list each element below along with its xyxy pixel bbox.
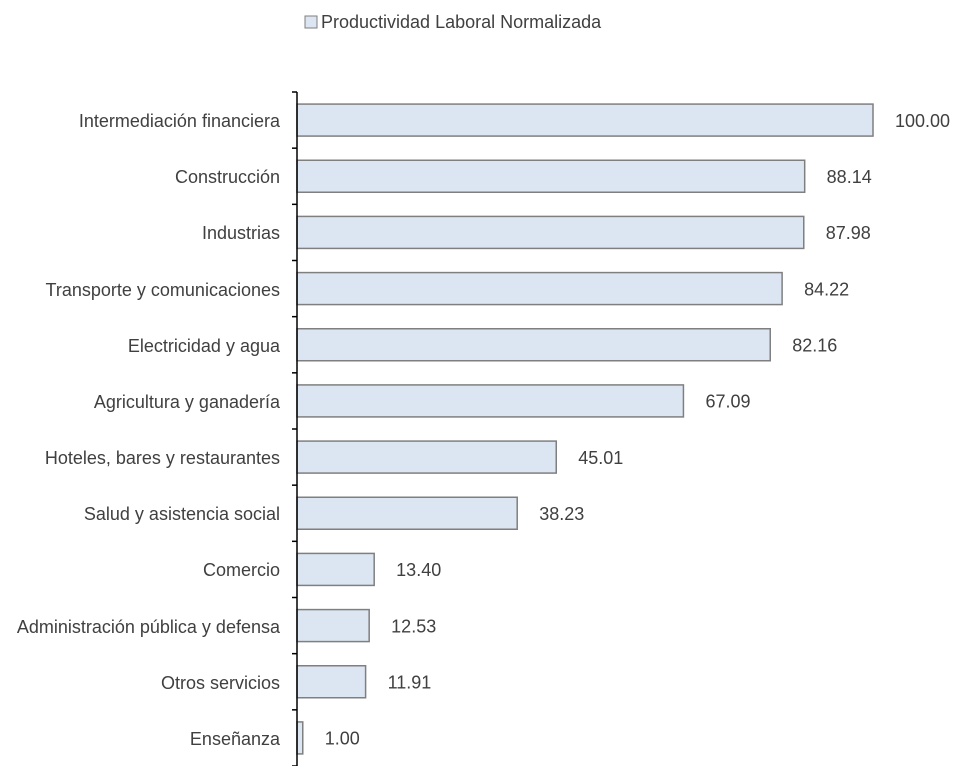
- value-label: 11.91: [388, 673, 432, 693]
- category-label: Electricidad y agua: [127, 335, 280, 356]
- category-label: Hoteles, bares y restaurantes: [44, 448, 280, 469]
- value-label: 13.40: [396, 560, 441, 580]
- bar: [296, 271, 783, 306]
- category-label: Construcción: [174, 167, 280, 188]
- bar: [296, 665, 367, 699]
- value-label: 84.22: [804, 279, 849, 299]
- bar: [296, 328, 771, 362]
- category-label: Enseñanza: [189, 728, 280, 749]
- legend-label: Productividad Laboral Normalizada: [321, 12, 602, 32]
- value-label: 1.00: [325, 729, 360, 749]
- value-label: 87.98: [826, 223, 871, 243]
- category-label: Agricultura y ganadería: [93, 391, 280, 412]
- bar: [296, 440, 558, 474]
- category-label: Intermediación financiera: [78, 111, 280, 132]
- value-label: 12.53: [391, 616, 436, 636]
- bar: [296, 103, 874, 137]
- category-label: Otros servicios: [160, 672, 280, 693]
- bar: [296, 159, 806, 193]
- bar: [296, 496, 518, 530]
- bar: [296, 721, 304, 755]
- bar: [296, 384, 685, 418]
- category-label: Industrias: [201, 223, 280, 244]
- value-label: 38.23: [539, 504, 584, 524]
- value-label: 45.01: [578, 448, 623, 468]
- category-label: Transporte y comunicaciones: [45, 279, 280, 300]
- value-label: 100.00: [895, 111, 950, 131]
- category-label: Comercio: [202, 560, 280, 581]
- legend-swatch: [304, 15, 318, 29]
- category-label: Salud y asistencia social: [83, 504, 280, 525]
- value-label: 88.14: [827, 167, 872, 187]
- bar: [296, 215, 805, 250]
- bar: [296, 552, 375, 587]
- category-label: Administración pública y defensa: [16, 616, 280, 637]
- value-label: 67.09: [705, 392, 750, 412]
- value-label: 82.16: [792, 336, 837, 356]
- bar: [296, 608, 370, 643]
